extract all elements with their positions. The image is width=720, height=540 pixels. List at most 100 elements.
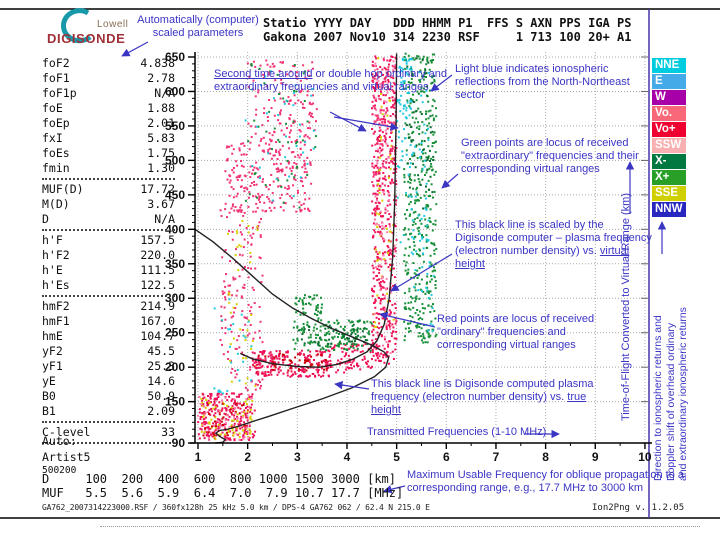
svg-text:500: 500 [165, 153, 185, 167]
param-name: hmE [42, 329, 63, 343]
param-name: B0 [42, 389, 56, 403]
virtual-range-axis-label: Time-of-Flight Converted to Virtual Rang… [620, 192, 632, 422]
param-value: 1.75 [147, 146, 175, 160]
param-name: fxI [42, 131, 63, 145]
param-name: yE [42, 374, 56, 388]
param-name: foEp [42, 116, 70, 130]
param-value: 167.0 [140, 314, 175, 328]
annotation-auto-scaled: Automatically (computer) scaled paramete… [137, 14, 259, 39]
legend-item-e: E [652, 74, 686, 89]
param-divider [42, 178, 175, 180]
autoscaling-block: Auto: Artist5 500200 [42, 433, 90, 476]
param-name: foF1p [42, 86, 77, 100]
param-value: 1.88 [147, 101, 175, 115]
param-name: MUF(D) [42, 182, 84, 196]
annotation-light-blue: Light blue indicates ionospheric reflect… [455, 63, 630, 101]
annotation-red-points: Red points are locus of received "ordina… [437, 313, 595, 351]
param-value: 214.9 [140, 299, 175, 313]
svg-text:6: 6 [443, 450, 450, 464]
param-row: foF1 2.78 [42, 71, 175, 86]
digisonde-crescent-icon [61, 8, 92, 44]
param-row: yE 14.6 [42, 374, 175, 389]
param-value: 25.3 [147, 359, 175, 373]
param-value: 104.7 [140, 329, 175, 343]
param-name: hmF2 [42, 299, 70, 313]
svg-text:300: 300 [165, 291, 185, 305]
param-value: 111.5 [140, 263, 175, 277]
legend-item-vo: Vo+ [652, 122, 686, 137]
param-row: h'F 157.5 [42, 233, 175, 248]
svg-text:1: 1 [195, 450, 202, 464]
svg-text:250: 250 [165, 326, 185, 340]
param-value: N/A [154, 86, 175, 100]
annotation-black-line-virtual: This black line is scaled by the Digison… [455, 219, 652, 270]
lowell-digisonde-logo: Lowell DIGISONDE [40, 6, 180, 56]
param-row: foEp 2.01 [42, 116, 175, 131]
annotation-green-points: Green points are locus of received "extr… [461, 137, 639, 175]
legend-item-nnw: NNW [652, 202, 686, 217]
muf-table: D 100 200 400 600 800 1000 1500 3000 [km… [42, 472, 404, 500]
station-header: Statio YYYY DAY DDD HHMM P1 FFS S AXN PP… [263, 16, 632, 44]
param-value: 5.83 [147, 131, 175, 145]
param-row: hmE 104.7 [42, 329, 175, 344]
param-divider [42, 421, 175, 423]
param-name: foEs [42, 146, 70, 160]
param-name: foF2 [42, 56, 70, 70]
param-name: fmin [42, 161, 70, 175]
param-name: foF1 [42, 71, 70, 85]
param-value: 45.5 [147, 344, 175, 358]
svg-text:550: 550 [165, 119, 185, 133]
legend-item-x: X- [652, 154, 686, 169]
svg-text:7: 7 [493, 450, 500, 464]
logo-lowell-text: Lowell [97, 19, 129, 30]
param-row: foF2 4.838 [42, 56, 175, 71]
legend-item-ssw: SSW [652, 138, 686, 153]
param-row: yF2 45.5 [42, 344, 175, 359]
svg-text:3: 3 [294, 450, 301, 464]
auto-label: Auto: [42, 434, 77, 448]
annotation-second-time-around: Second time around or double hop ordinar… [214, 68, 447, 93]
param-row: hmF1 167.0 [42, 314, 175, 329]
param-value: 4.838 [140, 56, 175, 70]
param-divider [42, 442, 175, 444]
legend-item-sse: SSE [652, 186, 686, 201]
svg-text:400: 400 [165, 222, 185, 236]
param-value: 3.67 [147, 197, 175, 211]
scaled-parameters-panel: foF2 4.838 foF1 2.78 foF1p N/A foE 1.88 foEp 2.01… [42, 56, 175, 446]
param-divider [42, 229, 175, 231]
footer-version: Ion2Png v. 1.2.05 [592, 503, 685, 513]
param-row: D N/A [42, 212, 175, 227]
param-value: N/A [154, 212, 175, 226]
param-value: 2.01 [147, 116, 175, 130]
param-value: 220.0 [140, 248, 175, 262]
param-row: h'F2 220.0 [42, 248, 175, 263]
footer-file-info: GA762_2007314223000.RSF / 360fx128h 25 k… [42, 503, 430, 512]
param-name: yF2 [42, 344, 63, 358]
direction-doppler-label: Direction to ionospheric returns and Dopp… [652, 225, 690, 481]
direction-label-line: Direction to ionospheric returns and [652, 315, 664, 481]
param-value: 14.6 [147, 374, 175, 388]
legend-item-x: X+ [652, 170, 686, 185]
logo-digisonde-text: DIGISONDE [47, 31, 126, 46]
legend-item-w: W [652, 90, 686, 105]
param-row: foEs 1.75 [42, 146, 175, 161]
param-value: 17.72 [140, 182, 175, 196]
footer-divider [100, 526, 700, 527]
param-value: 50.9 [147, 389, 175, 403]
param-name: foE [42, 101, 63, 115]
param-row: foE 1.88 [42, 101, 175, 116]
svg-text:10: 10 [638, 450, 652, 464]
svg-text:350: 350 [165, 257, 185, 271]
legend-item-vo: Vo. [652, 106, 686, 121]
param-row: fmin 1.30 [42, 161, 175, 176]
param-row: foF1p N/A [42, 86, 175, 101]
param-value: 33 [161, 425, 175, 439]
param-name: M(D) [42, 197, 70, 211]
param-row: B0 50.9 [42, 389, 175, 404]
param-name: B1 [42, 404, 56, 418]
legend-item-nne: NNE [652, 58, 686, 73]
param-divider [42, 295, 175, 297]
artist-label: Artist5 [42, 450, 91, 464]
svg-text:8: 8 [542, 450, 549, 464]
